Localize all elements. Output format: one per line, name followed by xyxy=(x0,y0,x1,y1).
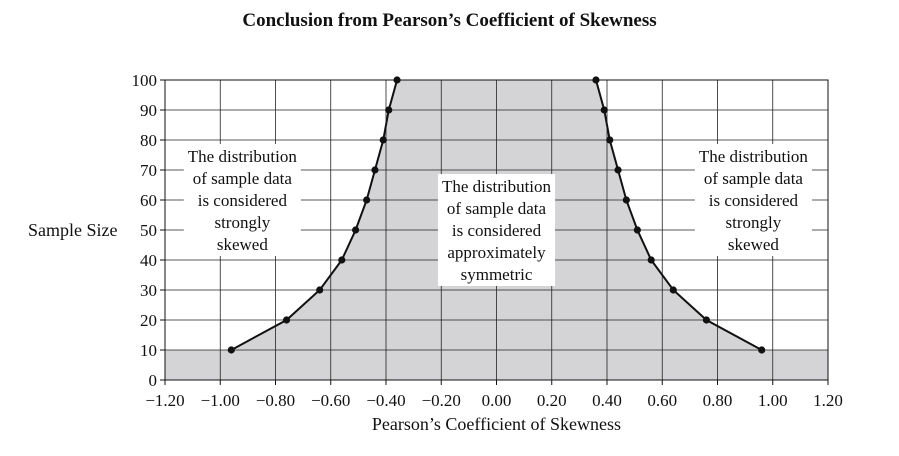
right-annotation-line: skewed xyxy=(728,235,779,254)
x-tick-label: −0.60 xyxy=(311,391,350,410)
data-point xyxy=(600,106,608,114)
left-annotation-line: skewed xyxy=(217,235,268,254)
data-point xyxy=(669,286,677,294)
x-tick-label: 0.60 xyxy=(647,391,677,410)
y-tick-label: 70 xyxy=(140,161,157,180)
data-point xyxy=(614,166,622,174)
data-point xyxy=(379,136,387,144)
x-tick-label: −0.20 xyxy=(422,391,461,410)
center-annotation-line: approximately xyxy=(447,243,546,262)
center-annotation-background xyxy=(437,174,556,286)
right-annotation-line: strongly xyxy=(726,213,782,232)
y-tick-label: 20 xyxy=(140,311,157,330)
x-tick-label: 1.20 xyxy=(813,391,843,410)
data-point xyxy=(227,346,235,354)
right-annotation-line: is considered xyxy=(709,191,799,210)
data-point xyxy=(352,226,360,234)
y-tick-label: 80 xyxy=(140,131,157,150)
data-point xyxy=(758,346,766,354)
right-annotation: The distribution of sample data is conside… xyxy=(694,144,812,256)
y-tick-label: 90 xyxy=(140,101,157,120)
right-annotation-line: The distribution xyxy=(699,147,809,166)
data-point xyxy=(633,226,641,234)
left-annotation-line: is considered xyxy=(198,191,288,210)
series-line-lower xyxy=(230,79,399,351)
center-annotation-line: is considered xyxy=(452,221,542,240)
right-annotation-background xyxy=(694,144,812,256)
y-tick-label: 10 xyxy=(140,341,157,360)
series-line-upper xyxy=(594,79,763,351)
center-annotation-line: The distribution xyxy=(442,177,552,196)
center-annotation-line: of sample data xyxy=(447,199,547,218)
center-annotation-line: symmetric xyxy=(461,265,533,284)
left-annotation: The distribution of sample data is conside… xyxy=(183,144,301,256)
right-annotation-line: of sample data xyxy=(704,169,804,188)
data-point xyxy=(393,76,401,84)
data-point xyxy=(363,196,371,204)
data-point xyxy=(371,166,379,174)
y-tick-label: 60 xyxy=(140,191,157,210)
x-tick-label: −0.40 xyxy=(366,391,405,410)
x-tick-label: 0.00 xyxy=(482,391,512,410)
data-point xyxy=(622,196,630,204)
data-point xyxy=(282,316,291,324)
y-tick-label: 30 xyxy=(140,281,157,300)
x-tick-label: 0.20 xyxy=(537,391,567,410)
left-annotation-line: The distribution xyxy=(188,147,298,166)
y-axis-title: Sample Size xyxy=(28,220,117,240)
data-point xyxy=(316,286,324,294)
data-point xyxy=(606,136,614,144)
data-point xyxy=(338,256,346,264)
center-annotation: The distribution of sample data is conside… xyxy=(437,174,556,286)
left-annotation-line: strongly xyxy=(214,213,270,232)
y-tick-label: 50 xyxy=(140,221,157,240)
left-annotation-background xyxy=(183,144,301,256)
x-tick-label: 0.80 xyxy=(703,391,733,410)
x-tick-label: −1.20 xyxy=(145,391,184,410)
data-point xyxy=(592,76,600,84)
y-tick-label: 0 xyxy=(149,371,158,390)
x-tick-label: −1.00 xyxy=(201,391,240,410)
left-annotation-line: of sample data xyxy=(193,169,293,188)
data-point xyxy=(647,256,655,264)
x-tick-label: 1.00 xyxy=(758,391,788,410)
x-tick-label: 0.40 xyxy=(592,391,622,410)
data-point xyxy=(385,106,393,114)
data-point xyxy=(702,316,711,324)
x-axis-title: Pearson’s Coefficient of Skewness xyxy=(372,414,621,434)
y-tick-label: 40 xyxy=(140,251,157,270)
y-tick-label: 100 xyxy=(132,71,158,90)
chart-title: Conclusion from Pearson’s Coefficient of… xyxy=(242,10,657,31)
x-tick-label: −0.80 xyxy=(256,391,295,410)
